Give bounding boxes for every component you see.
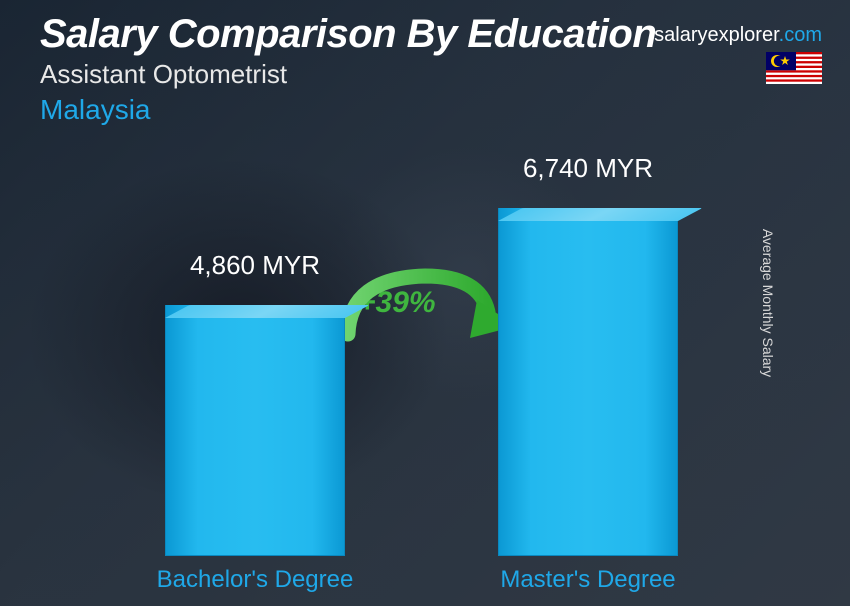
- bar-category-label: Bachelor's Degree: [125, 566, 385, 594]
- brand-name: salaryexplorer: [654, 24, 779, 46]
- bar-value-label: 4,860 MYR: [165, 250, 345, 281]
- bar-chart: +39% 4,860 MYR Bachelor's Degree 6,740 M…: [0, 136, 850, 606]
- bar-body: [165, 305, 345, 556]
- bar-category-label: Master's Degree: [458, 566, 718, 594]
- brand-logo-text: salaryexplorer.com: [654, 24, 822, 47]
- bar-value-label: 6,740 MYR: [498, 153, 678, 184]
- bar-front-face: [165, 305, 345, 556]
- bar-top-face: [165, 305, 369, 318]
- job-title: Assistant Optometrist: [40, 59, 830, 90]
- bar-front-face: [498, 208, 678, 556]
- malaysia-flag-icon: [766, 52, 822, 84]
- brand-tld: .com: [779, 24, 822, 46]
- country-name: Malaysia: [40, 94, 830, 126]
- bar-top-face: [498, 208, 702, 221]
- bar-body: [498, 208, 678, 556]
